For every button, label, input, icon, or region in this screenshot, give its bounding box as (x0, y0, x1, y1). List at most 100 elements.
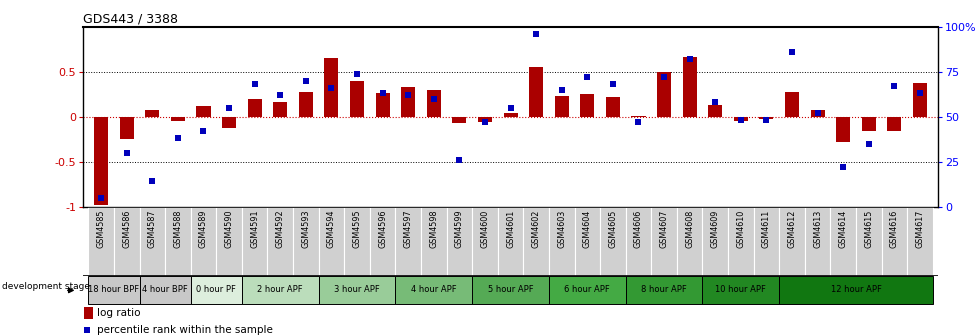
Bar (810, 111, 823, 117)
Bar (421, 207, 446, 276)
Bar (318, 207, 344, 276)
Bar (600, 207, 625, 276)
Bar (88, 276, 140, 304)
Bar (855, 207, 880, 276)
Bar (707, 105, 722, 117)
Text: GSM4609: GSM4609 (710, 209, 719, 248)
Bar (861, 117, 875, 131)
Bar (242, 276, 318, 304)
Bar (829, 207, 855, 276)
Bar (140, 207, 165, 276)
Bar (119, 117, 134, 139)
Text: GSM4594: GSM4594 (327, 209, 335, 248)
Bar (273, 102, 287, 117)
Bar (191, 207, 216, 276)
Text: GSM4610: GSM4610 (735, 209, 744, 248)
Bar (759, 117, 773, 119)
Text: GSM4589: GSM4589 (199, 209, 207, 248)
Bar (625, 207, 650, 276)
Bar (471, 276, 549, 304)
Bar (907, 207, 932, 276)
Bar (912, 83, 926, 117)
Bar (503, 113, 517, 117)
Bar (140, 276, 191, 304)
Text: GSM4599: GSM4599 (455, 209, 464, 248)
Bar (497, 207, 523, 276)
Text: GSM4607: GSM4607 (659, 209, 668, 248)
Text: 6 hour APF: 6 hour APF (564, 285, 609, 294)
Text: GSM4585: GSM4585 (97, 209, 106, 248)
Bar (324, 58, 338, 117)
Bar (549, 207, 574, 276)
Bar (242, 207, 267, 276)
Bar (145, 110, 159, 117)
Text: 2 hour APF: 2 hour APF (257, 285, 303, 294)
Bar (471, 207, 497, 276)
Bar (376, 93, 389, 117)
Bar (656, 72, 671, 117)
Bar (171, 117, 185, 121)
Bar (880, 207, 907, 276)
Bar (165, 207, 191, 276)
Bar (452, 117, 466, 123)
Text: 4 hour BPF: 4 hour BPF (142, 285, 188, 294)
Bar (778, 207, 804, 276)
Text: GSM4590: GSM4590 (224, 209, 234, 248)
Bar (631, 116, 645, 117)
Text: percentile rank within the sample: percentile rank within the sample (97, 325, 273, 335)
Bar (605, 97, 619, 117)
Bar (267, 207, 292, 276)
Text: GSM4608: GSM4608 (685, 209, 693, 248)
Bar (734, 117, 747, 121)
Text: GSM4612: GSM4612 (786, 209, 796, 248)
Bar (625, 276, 702, 304)
Bar (702, 207, 728, 276)
Bar (753, 207, 778, 276)
Text: GSM4596: GSM4596 (378, 209, 386, 248)
Text: GSM4611: GSM4611 (761, 209, 770, 248)
Bar (728, 207, 753, 276)
Bar (523, 207, 549, 276)
Text: 4 hour APF: 4 hour APF (411, 285, 456, 294)
Bar (298, 92, 313, 117)
Text: GSM4616: GSM4616 (889, 209, 898, 248)
Bar (292, 207, 318, 276)
Bar (682, 56, 696, 117)
Text: GSM4604: GSM4604 (582, 209, 592, 248)
Text: 0 hour PF: 0 hour PF (197, 285, 236, 294)
Text: GSM4603: GSM4603 (556, 209, 565, 248)
Bar (477, 117, 492, 122)
Bar (94, 117, 108, 205)
Bar (222, 117, 236, 128)
Text: 18 hour BPF: 18 hour BPF (88, 285, 139, 294)
Bar (197, 106, 210, 117)
Text: 5 hour APF: 5 hour APF (487, 285, 533, 294)
Bar (580, 94, 594, 117)
Text: GSM4600: GSM4600 (480, 209, 489, 248)
Text: GSM4614: GSM4614 (838, 209, 847, 248)
Bar (395, 207, 421, 276)
Text: GSM4591: GSM4591 (250, 209, 259, 248)
Bar (349, 81, 364, 117)
Bar (778, 276, 932, 304)
Text: GDS443 / 3388: GDS443 / 3388 (83, 13, 178, 26)
Bar (191, 276, 242, 304)
Bar (702, 276, 778, 304)
Text: 10 hour APF: 10 hour APF (715, 285, 766, 294)
Bar (804, 207, 829, 276)
Text: GSM4597: GSM4597 (403, 209, 413, 248)
Text: GSM4605: GSM4605 (607, 209, 617, 248)
Bar (370, 207, 395, 276)
Text: GSM4587: GSM4587 (148, 209, 156, 248)
Bar (401, 87, 415, 117)
Bar (835, 117, 849, 142)
Bar (784, 92, 798, 117)
Text: GSM4592: GSM4592 (276, 209, 285, 248)
Text: GSM4598: GSM4598 (428, 209, 438, 248)
Bar (395, 276, 471, 304)
Text: development stage: development stage (2, 283, 90, 291)
Bar (549, 276, 625, 304)
Bar (88, 207, 113, 276)
Text: 3 hour APF: 3 hour APF (333, 285, 379, 294)
Bar (574, 207, 600, 276)
